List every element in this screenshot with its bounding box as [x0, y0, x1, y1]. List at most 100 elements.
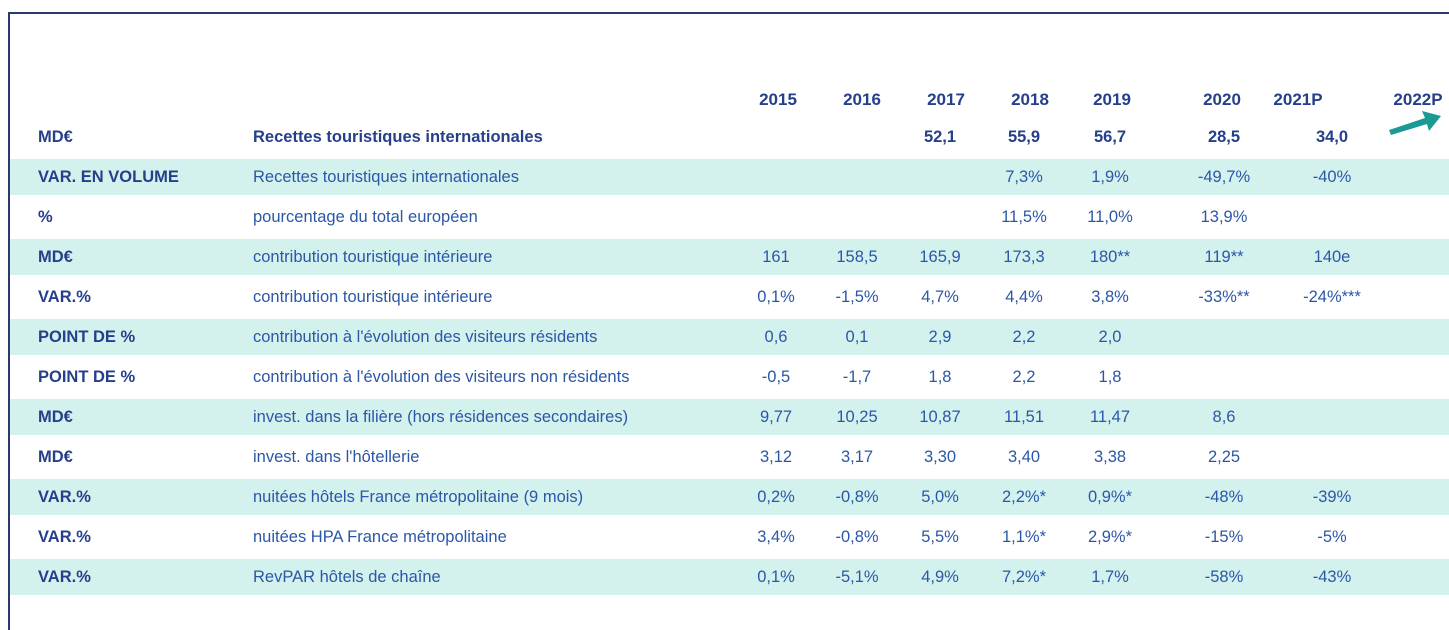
row-label: contribution à l'évolution des visiteurs…: [253, 368, 630, 386]
row-stripe: [10, 319, 1449, 355]
cell-value: 0,9%*: [1087, 488, 1133, 506]
cell-value: -0,8%: [835, 488, 879, 506]
cell-value: 180**: [1089, 248, 1131, 266]
cell-value: 165,9: [919, 248, 961, 266]
row-label: invest. dans la filière (hors résidences…: [253, 408, 629, 426]
row-unit: POINT DE %: [38, 328, 136, 346]
row-stripe: [10, 479, 1449, 515]
row-label: Recettes touristiques internationales: [253, 128, 543, 146]
cell-value: -48%: [1204, 488, 1244, 506]
cell-value: -24%***: [1303, 288, 1361, 306]
row-unit: VAR.%: [38, 528, 91, 546]
cell-value: 10,25: [836, 408, 878, 426]
cell-value: 3,8%: [1091, 288, 1129, 306]
cell-value: 5,5%: [921, 528, 959, 546]
row-unit: MD€: [38, 408, 73, 426]
cell-value: 7,2%*: [1001, 568, 1047, 586]
row-unit: %: [38, 208, 53, 226]
row-stripe: [10, 399, 1449, 435]
cell-value: 4,7%: [921, 288, 959, 306]
cell-value: 2,9: [928, 328, 952, 346]
cell-value: 119**: [1204, 248, 1244, 266]
cell-value: 55,9: [1007, 128, 1041, 146]
cell-value: 1,7%: [1091, 568, 1129, 586]
cell-value: 4,4%: [1005, 288, 1043, 306]
cell-value: 161: [762, 248, 790, 266]
cell-value: 3,4%: [757, 528, 795, 546]
cell-value: -0,5: [761, 368, 791, 386]
row-unit: VAR.%: [38, 288, 91, 306]
cell-value: 52,1: [923, 128, 957, 146]
cell-value: 8,6: [1212, 408, 1236, 426]
cell-value: -33%**: [1198, 288, 1250, 306]
cell-value: 11,5%: [1001, 208, 1047, 226]
cell-value: 3,30: [923, 448, 957, 466]
cell-value: -39%: [1312, 488, 1352, 506]
row-unit: VAR. EN VOLUME: [38, 168, 179, 186]
cell-value: 1,8: [928, 368, 952, 386]
cell-value: 28,5: [1207, 128, 1241, 146]
cell-value: 4,9%: [921, 568, 959, 586]
cell-value: 3,17: [840, 448, 874, 466]
cell-value: 2,9%*: [1087, 528, 1133, 546]
column-header: 2017: [927, 90, 965, 109]
cell-value: 10,87: [919, 408, 961, 426]
cell-value: 140e: [1313, 248, 1351, 266]
row-stripe: [10, 559, 1449, 595]
cell-value: 173,3: [1003, 248, 1045, 266]
row-unit: MD€: [38, 128, 73, 146]
column-header: 2016: [843, 90, 881, 109]
row-unit: VAR.%: [38, 488, 91, 506]
column-header: 2021P: [1273, 90, 1323, 109]
cell-value: 0,1%: [757, 288, 795, 306]
cell-value: 3,38: [1093, 448, 1127, 466]
cell-value: 3,40: [1007, 448, 1041, 466]
cell-value: -1,5%: [835, 288, 879, 306]
cell-value: 1,9%: [1091, 168, 1129, 186]
row-stripe: [10, 239, 1449, 275]
row-label: contribution touristique intérieure: [253, 248, 493, 266]
cell-value: 5,0%: [921, 488, 959, 506]
row-label: pourcentage du total européen: [253, 208, 478, 226]
row-unit: POINT DE %: [38, 368, 136, 386]
cell-value: 0,1%: [757, 568, 795, 586]
row-label: contribution à l'évolution des visiteurs…: [253, 328, 598, 346]
cell-value: 2,2: [1012, 328, 1036, 346]
cell-value: 2,2%*: [1001, 488, 1047, 506]
column-header: 2019: [1093, 90, 1131, 109]
row-label: contribution touristique intérieure: [253, 288, 493, 306]
row-unit: VAR.%: [38, 568, 91, 586]
row-stripe: [10, 159, 1449, 195]
cell-value: 11,47: [1089, 408, 1131, 426]
cell-value: 2,25: [1207, 448, 1241, 466]
cell-value: 11,51: [1003, 408, 1045, 426]
cell-value: -5,1%: [835, 568, 879, 586]
row-label: invest. dans l'hôtellerie: [253, 448, 420, 466]
cell-value: 2,0: [1098, 328, 1122, 346]
cell-value: 13,9%: [1200, 208, 1248, 226]
cell-value: -49,7%: [1197, 168, 1251, 186]
column-header: 2022P: [1393, 90, 1443, 109]
cell-value: 1,1%*: [1001, 528, 1047, 546]
cell-value: 158,5: [836, 248, 878, 266]
row-label: nuitées HPA France métropolitaine: [253, 528, 507, 546]
cell-value: 9,77: [759, 408, 793, 426]
frame: [8, 12, 10, 630]
row-unit: MD€: [38, 248, 73, 266]
column-header: 2018: [1011, 90, 1049, 109]
cell-value: 3,12: [759, 448, 793, 466]
cell-value: 34,0: [1315, 128, 1349, 146]
row-label: nuitées hôtels France métropolitaine (9 …: [253, 488, 584, 506]
cell-value: 7,3%: [1005, 168, 1043, 186]
cell-value: -5%: [1317, 528, 1347, 546]
cell-value: 2,2: [1012, 368, 1036, 386]
cell-value: -1,7: [842, 368, 872, 386]
cell-value: 11,0%: [1087, 208, 1133, 226]
arrow-icon: [1389, 111, 1441, 135]
cell-value: -40%: [1312, 168, 1352, 186]
row-unit: MD€: [38, 448, 73, 466]
column-header: 2020: [1203, 90, 1241, 109]
cell-value: -0,8%: [835, 528, 879, 546]
cell-value: 1,8: [1098, 368, 1122, 386]
